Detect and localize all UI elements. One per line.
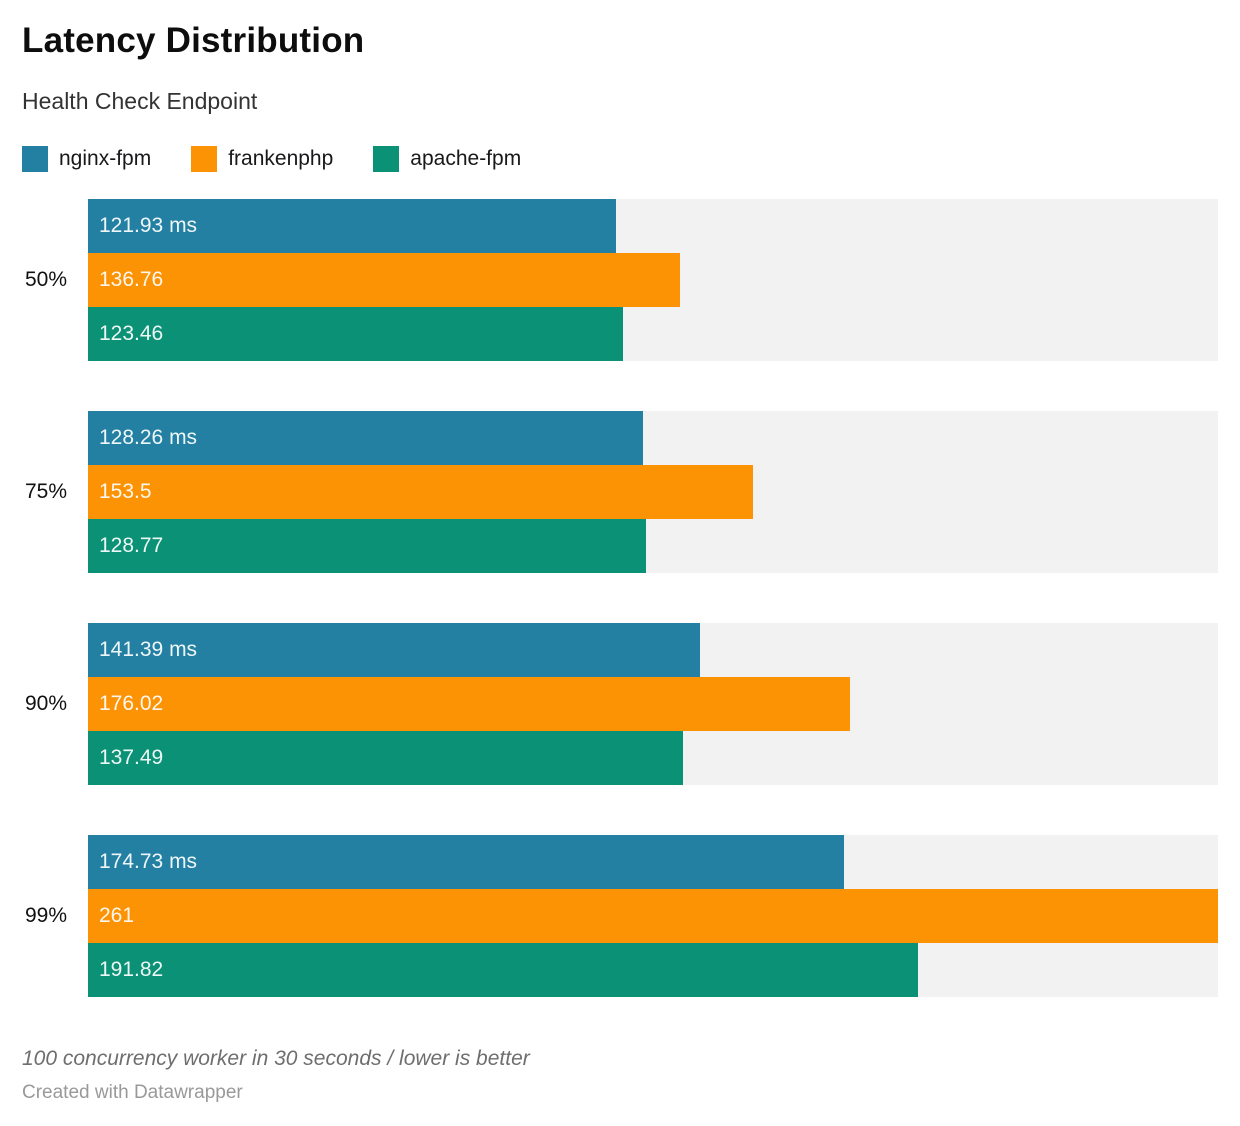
bar-nginx-fpm-99%: 174.73 ms: [88, 834, 845, 889]
bar-value-label: 176.02: [99, 692, 164, 716]
bar-nginx-fpm-75%: 128.26 ms: [88, 410, 644, 465]
bar-apache-fpm-90%: 137.49: [88, 730, 684, 785]
legend-swatch-icon: [22, 145, 48, 172]
bar-frankenphp-90%: 176.02: [88, 676, 851, 731]
bar-value-label: 136.76: [99, 268, 164, 292]
bar-apache-fpm-99%: 191.82: [88, 942, 919, 997]
bar-value-label: 121.93 ms: [99, 214, 198, 238]
bar-apache-fpm-50%: 123.46: [88, 306, 623, 361]
legend-item-frankenphp: frankenphp: [191, 145, 334, 172]
chart-subtitle: Health Check Endpoint: [22, 88, 258, 114]
legend-swatch-icon: [373, 145, 400, 172]
bar-value-label: 128.77: [99, 534, 164, 558]
bar-group-75%: 75% 128.26 ms 153.5 128.77: [22, 410, 1218, 573]
bar-group-99%: 99% 174.73 ms 261 191.82: [22, 834, 1218, 997]
chart-title: Latency Distribution: [22, 21, 365, 60]
bar-value-label: 128.26 ms: [99, 426, 198, 450]
bar-frankenphp-75%: 153.5: [88, 464, 753, 519]
legend-label: nginx-fpm: [59, 147, 152, 171]
bar-track: 121.93 ms 136.76 123.46: [88, 198, 1218, 361]
bar-apache-fpm-75%: 128.77: [88, 518, 646, 573]
grouped-bar-chart: 50% 121.93 ms 136.76 123.46 75% 128.26 ms 153.…: [22, 198, 1218, 997]
legend-item-nginx-fpm: nginx-fpm: [22, 145, 152, 172]
bar-track: 174.73 ms 261 191.82: [88, 834, 1218, 997]
category-tick-label: 75%: [24, 479, 67, 503]
legend-swatch-icon: [191, 145, 218, 172]
bar-frankenphp-50%: 136.76: [88, 252, 681, 307]
bar-value-label: 123.46: [99, 322, 164, 346]
bar-value-label: 137.49: [99, 746, 164, 770]
bar-value-label: 261: [99, 904, 135, 928]
chart-note: 100 concurrency worker in 30 seconds / l…: [22, 1046, 530, 1070]
bar-value-label: 141.39 ms: [99, 638, 198, 662]
bar-value-label: 153.5: [99, 480, 152, 504]
bar-value-label: 191.82: [99, 958, 164, 982]
bar-nginx-fpm-90%: 141.39 ms: [88, 622, 701, 677]
legend: nginx-fpm frankenphp apache-fpm: [22, 145, 1218, 172]
legend-label: apache-fpm: [410, 147, 522, 171]
datawrapper-attribution: Created with Datawrapper: [22, 1081, 243, 1103]
bar-frankenphp-99%: 261: [88, 888, 1218, 943]
category-tick-label: 50%: [24, 267, 67, 291]
bar-value-label: 174.73 ms: [99, 850, 198, 874]
bar-track: 141.39 ms 176.02 137.49: [88, 622, 1218, 785]
bar-group-90%: 90% 141.39 ms 176.02 137.49: [22, 622, 1218, 785]
legend-item-apache-fpm: apache-fpm: [373, 145, 522, 172]
category-tick-label: 99%: [24, 903, 67, 927]
category-tick-label: 90%: [24, 691, 67, 715]
bar-track: 128.26 ms 153.5 128.77: [88, 410, 1218, 573]
bar-group-50%: 50% 121.93 ms 136.76 123.46: [22, 198, 1218, 361]
legend-label: frankenphp: [228, 147, 334, 171]
bar-nginx-fpm-50%: 121.93 ms: [88, 198, 616, 253]
